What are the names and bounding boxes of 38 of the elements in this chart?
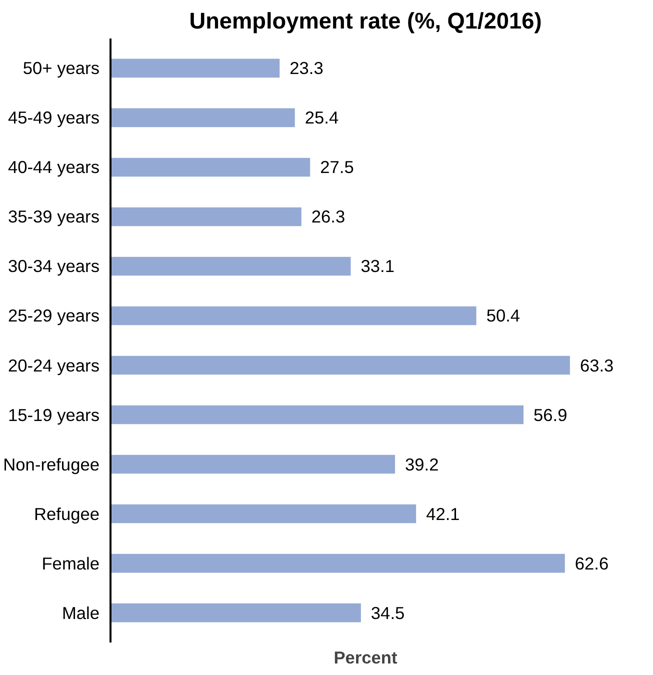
x-axis-title: Percent — [334, 648, 398, 668]
data-label: 33.1 — [360, 256, 394, 276]
data-label: 25.4 — [304, 108, 339, 128]
y-tick-label: 40-44 years — [8, 157, 100, 178]
y-tick-label: 25-29 years — [8, 306, 100, 326]
bar — [110, 554, 565, 573]
data-label: 50.4 — [486, 306, 520, 326]
y-tick-label: Refugee — [34, 504, 100, 524]
y-tick-label: 35-39 years — [8, 206, 100, 227]
bar — [110, 256, 351, 276]
data-label: 62.6 — [574, 553, 609, 574]
bar — [110, 504, 416, 524]
y-tick-label: Male — [62, 602, 100, 623]
bar — [110, 356, 570, 375]
data-label: 26.3 — [311, 206, 346, 227]
data-label: 23.3 — [290, 58, 324, 78]
data-label: 34.5 — [370, 602, 405, 623]
data-label: 63.3 — [580, 355, 614, 376]
bar — [110, 207, 302, 226]
bar — [110, 158, 310, 177]
chart-title: Unemployment rate (%, Q1/2016) — [189, 8, 542, 34]
y-tick-label: 50+ years — [22, 58, 100, 78]
data-label: 27.5 — [320, 157, 354, 178]
y-tick-label: 30-34 years — [8, 256, 100, 276]
y-tick-label: 15-19 years — [8, 404, 100, 425]
bar — [110, 108, 295, 128]
data-label: 42.1 — [426, 504, 460, 524]
y-tick-label: 45-49 years — [8, 108, 100, 128]
y-tick-label: 20-24 years — [8, 355, 100, 376]
bar — [110, 454, 396, 474]
bar — [110, 603, 361, 622]
y-tick-label: Non-refugee — [3, 454, 100, 474]
bar — [110, 306, 476, 326]
y-tick-label: Female — [42, 553, 100, 574]
bar — [110, 58, 280, 78]
data-label: 56.9 — [534, 404, 568, 425]
data-label: 39.2 — [405, 454, 439, 474]
bar — [110, 405, 524, 424]
